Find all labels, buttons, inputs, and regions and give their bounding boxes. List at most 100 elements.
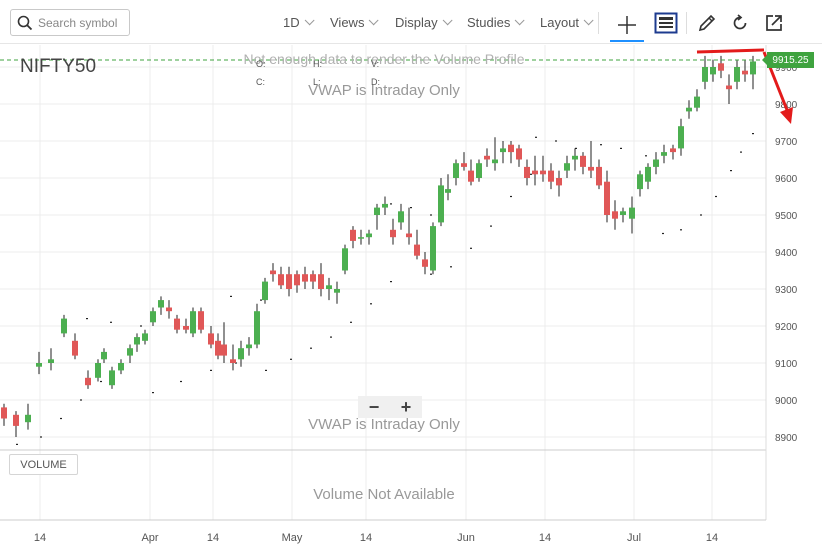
candle-body: [142, 333, 148, 341]
candle-body: [134, 337, 140, 345]
candle-body: [572, 155, 578, 160]
popout-button[interactable]: [760, 9, 788, 37]
price-tick-label: 9900: [775, 63, 798, 74]
volume-profile-message: Not enough data to render the Volume Pro…: [244, 51, 525, 67]
candle-body: [350, 229, 356, 241]
time-tick-label: May: [282, 532, 303, 544]
ohlc-open: O:: [256, 59, 266, 69]
candle-body: [262, 281, 268, 301]
display-menu[interactable]: Display: [395, 15, 453, 30]
volume-study-button[interactable]: VOLUME: [9, 454, 78, 475]
candle-body: [278, 274, 284, 286]
chart-grid: [0, 45, 766, 520]
time-tick-label: 14: [539, 532, 551, 544]
price-tick-label: 8900: [775, 433, 798, 444]
candle-body: [508, 144, 514, 153]
candle-body: [524, 166, 530, 178]
candle-body: [468, 170, 474, 182]
layout-menu[interactable]: Layout: [540, 15, 594, 30]
candle-body: [653, 159, 659, 167]
zoom-out-button[interactable]: −: [368, 397, 380, 417]
zoom-controls: − +: [358, 396, 422, 418]
views-menu[interactable]: Views: [330, 15, 380, 30]
candle-body: [726, 85, 732, 90]
candle-body: [414, 244, 420, 256]
price-tick-label: 9700: [775, 137, 798, 148]
candle-body: [540, 170, 546, 175]
candle-body: [13, 414, 19, 426]
candle-body: [612, 211, 618, 219]
candle-body: [127, 348, 133, 356]
time-tick-label: Jul: [627, 532, 641, 544]
draw-button[interactable]: [693, 9, 721, 37]
candle-body: [620, 211, 626, 215]
candle-body: [453, 163, 459, 178]
candle-body: [596, 166, 602, 186]
time-tick-label: Jun: [457, 532, 475, 544]
candle-body: [95, 363, 101, 378]
candle-body: [694, 96, 700, 108]
candle-body: [374, 207, 380, 215]
candle-body: [476, 163, 482, 178]
vwap-message-bottom: VWAP is Intraday Only: [308, 416, 460, 433]
info-panel-button[interactable]: [652, 9, 680, 37]
candle-body: [580, 155, 586, 167]
reset-button[interactable]: [726, 9, 754, 37]
candle-body: [366, 233, 372, 238]
candle-body: [1, 407, 7, 419]
candle-body: [61, 318, 67, 334]
candle-body: [310, 274, 316, 282]
candle-body: [398, 211, 404, 223]
crosshair-button[interactable]: [610, 9, 644, 42]
annotation-line: [696, 48, 765, 54]
time-tick-label: 14: [706, 532, 718, 544]
ohlc-date: D:: [371, 77, 380, 87]
studies-label: Studies: [467, 15, 511, 30]
search-box[interactable]: [10, 9, 130, 36]
studies-menu[interactable]: Studies: [467, 15, 525, 30]
price-tick-label: 9100: [775, 359, 798, 370]
candle-body: [750, 61, 756, 75]
refresh-icon: [733, 14, 747, 30]
candle-body: [358, 237, 364, 239]
price-axis: 8900900091009200930094009500960097009800…: [775, 63, 798, 444]
candle-body: [438, 185, 444, 223]
interval-menu[interactable]: 1D: [283, 15, 315, 30]
last-price-tag: 9915.25: [762, 52, 814, 68]
candle-body: [238, 348, 244, 360]
layout-label: Layout: [540, 15, 580, 30]
external-link-icon: [766, 15, 782, 31]
candle-body: [670, 148, 676, 153]
candle-body: [445, 189, 451, 193]
time-tick-label: 14: [207, 532, 219, 544]
ohlc-close: C:: [256, 77, 265, 87]
candle-body: [254, 311, 260, 345]
annotation-arrow-head: [780, 107, 793, 124]
candle-body: [382, 203, 388, 208]
candle-body: [588, 166, 594, 171]
candle-body: [556, 178, 562, 186]
candle-body: [516, 148, 522, 160]
candle-body: [208, 333, 214, 345]
ohlc-low: L:: [313, 77, 321, 87]
candle-body: [334, 289, 340, 293]
candle-body: [48, 359, 54, 363]
info-panel-icon: [654, 12, 678, 34]
vwap-message-top: VWAP is Intraday Only: [308, 82, 460, 99]
candle-body: [637, 174, 643, 190]
candle-body: [702, 67, 708, 82]
candle-body: [72, 340, 78, 356]
time-tick-label: Apr: [141, 532, 158, 544]
candle-body: [678, 126, 684, 149]
display-label: Display: [395, 15, 438, 30]
candle-body: [246, 344, 252, 349]
candles: [1, 55, 756, 437]
candle-body: [532, 170, 538, 175]
candle-body: [109, 370, 115, 386]
candle-body: [710, 67, 716, 75]
search-input[interactable]: [38, 15, 126, 30]
price-tick-label: 9600: [775, 174, 798, 185]
zoom-in-button[interactable]: +: [400, 397, 412, 417]
candle-body: [215, 340, 221, 356]
